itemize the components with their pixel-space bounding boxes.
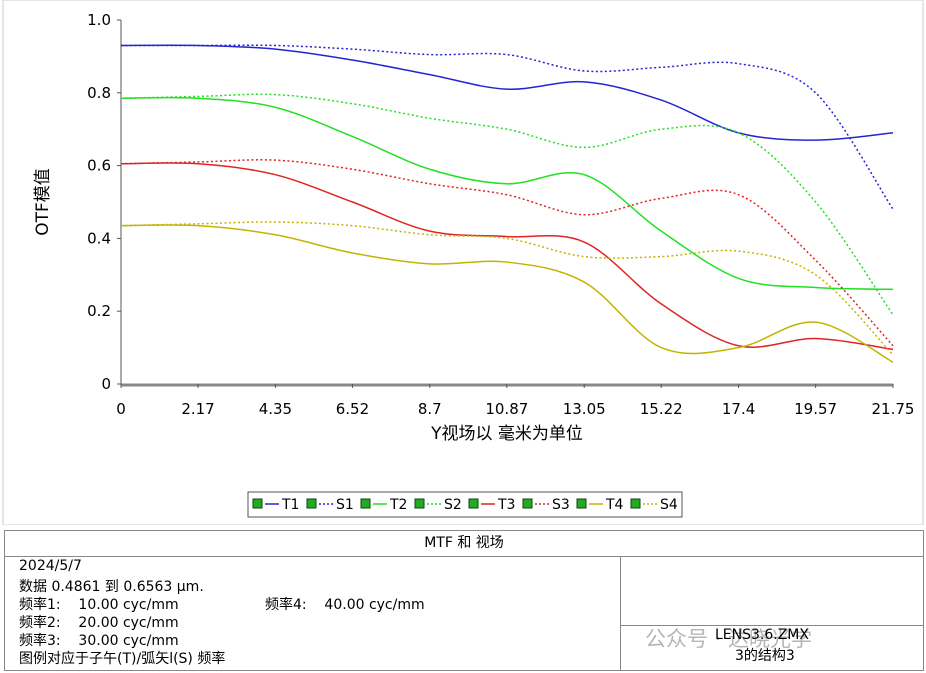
freq: 频率1: 10.00 cyc/mm	[19, 597, 179, 613]
y-tick-label: 0.4	[87, 229, 111, 247]
frame	[2, 0, 924, 525]
date: 2024/5/7	[19, 558, 82, 574]
file-name: LENS3.6.ZMX	[715, 627, 809, 643]
y-tick-label: 0	[101, 375, 111, 393]
legend-note: 图例对应于子午(T)/弧矢l(S) 频率	[19, 651, 226, 667]
series-line	[120, 221, 894, 356]
legend-icon	[468, 498, 479, 509]
x-tick-label: 6.52	[336, 400, 369, 418]
data-range: 数据 0.4861 到 0.6563 µm.	[19, 579, 204, 595]
x-tick-label: 4.35	[259, 400, 292, 418]
freq: 频率4: 40.00 cyc/mm	[265, 597, 425, 613]
x-tick-label: 17.4	[722, 400, 755, 418]
info-panel: MTF 和 视场 2024/5/7 数据 0.4861 到 0.6563 µm.…	[4, 530, 924, 671]
legend-icon	[306, 498, 317, 509]
divider	[620, 625, 923, 626]
x-tick-label: 15.22	[640, 400, 683, 418]
legend-label: T2	[389, 497, 407, 513]
x-tick-label: 0	[116, 400, 126, 418]
x-tick-label: 2.17	[181, 400, 214, 418]
legend-icon	[522, 498, 533, 509]
x-tick-label: 8.7	[418, 400, 442, 418]
series-line	[120, 159, 894, 347]
series-line	[120, 96, 894, 291]
y-axis-label: OTF模值	[33, 168, 53, 236]
legend-label: S4	[660, 497, 678, 513]
legend-icon	[630, 498, 641, 509]
legend-icon	[414, 498, 425, 509]
legend-icon	[360, 498, 371, 509]
x-tick-label: 10.87	[485, 400, 528, 418]
freq: 频率2: 20.00 cyc/mm	[19, 615, 179, 631]
x-tick-label: 13.05	[563, 400, 606, 418]
y-tick-label: 1.0	[87, 11, 111, 29]
x-tick-label: 19.57	[794, 400, 837, 418]
legend-label: T3	[497, 497, 515, 513]
series-line	[120, 44, 894, 141]
legend-label: S1	[336, 497, 354, 513]
divider	[620, 556, 621, 670]
legend-label: T1	[281, 497, 299, 513]
x-axis-label: Y视场以 毫米为单位	[430, 424, 583, 444]
x-tick-label: 21.75	[872, 400, 915, 418]
y-tick-label: 0.8	[87, 84, 111, 102]
series-line	[120, 224, 894, 363]
series-line	[120, 44, 894, 210]
legend-label: S2	[444, 497, 462, 513]
series-line	[120, 93, 894, 316]
freq: 频率3: 30.00 cyc/mm	[19, 633, 179, 649]
panel-title: MTF 和 视场	[5, 531, 923, 557]
watermark: 公众号 · 达晓光学	[645, 627, 813, 651]
legend-label: S3	[552, 497, 570, 513]
chart: OTF模值 Y视场以 毫米为单位 0 0.2 0.4 0.6 0.8 1.0 0 2.17 4.…	[2, 0, 924, 525]
y-tick-label: 0.6	[87, 157, 111, 175]
legend-icon	[576, 498, 587, 509]
config: 3的结构3	[735, 648, 795, 664]
series-line	[120, 162, 894, 351]
legend-icon	[252, 498, 263, 509]
legend-label: T4	[605, 497, 624, 513]
y-tick-label: 0.2	[87, 302, 111, 320]
